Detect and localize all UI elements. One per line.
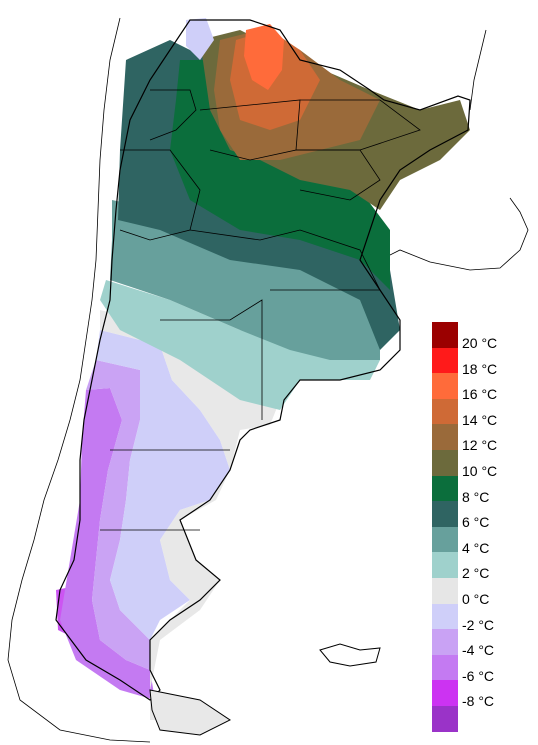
legend-label: 12 °C	[462, 437, 498, 454]
legend-row: 8 °C	[432, 475, 538, 505]
argentina-outline	[55, 19, 471, 701]
legend-row: -8 °C	[432, 680, 538, 710]
legend-swatch	[432, 526, 458, 553]
legend-swatch	[432, 424, 458, 450]
zone-2	[100, 310, 280, 720]
legend-row: 6 °C	[432, 501, 538, 531]
zone-18	[244, 24, 284, 90]
legend-label: -6 °C	[462, 667, 495, 684]
legend-swatch	[432, 322, 458, 348]
legend-label: 0 °C	[462, 591, 490, 607]
legend-swatch	[432, 373, 458, 399]
zone-minus4	[60, 388, 155, 700]
legend-row: 20 °C	[432, 322, 538, 351]
legend-swatch	[432, 398, 458, 425]
legend-swatch	[432, 603, 458, 630]
zone-6	[110, 200, 380, 360]
legend-label: 10 °C	[462, 463, 498, 479]
legend-swatch	[432, 629, 458, 655]
legend-swatch	[432, 654, 458, 681]
legend-row: 12 °C	[432, 424, 538, 454]
malvinas-islands	[319, 643, 381, 667]
legend-label: 6 °C	[462, 514, 490, 531]
uruguay-outline	[379, 197, 529, 271]
legend-label: -2 °C	[462, 616, 495, 633]
legend-label: 8 °C	[462, 488, 490, 505]
legend-row: -4 °C	[432, 629, 538, 659]
legend-row: 14 °C	[432, 398, 538, 428]
legend-row: -6 °C	[432, 654, 538, 684]
legend-row: -2 °C	[432, 603, 538, 633]
brazil-outline	[469, 29, 487, 111]
legend-label: -8 °C	[462, 693, 495, 710]
legend-label: 2 °C	[462, 565, 490, 582]
legend-row: 0 °C	[432, 578, 538, 607]
legend-label: 14 °C	[462, 411, 498, 428]
legend-row	[432, 706, 538, 732]
legend-label: 20 °C	[462, 335, 498, 351]
legend-swatch	[432, 501, 458, 527]
legend-label: 4 °C	[462, 539, 490, 556]
legend-label: 16 °C	[462, 386, 498, 403]
legend-swatch	[432, 552, 458, 578]
legend-row: 10 °C	[432, 450, 538, 479]
zone-4	[100, 280, 380, 410]
tierra-del-fuego	[149, 689, 231, 736]
legend-swatch	[432, 347, 458, 374]
zone-high-andes	[186, 18, 214, 60]
legend-label: -4 °C	[462, 642, 495, 659]
legend-row: 16 °C	[432, 373, 538, 403]
legend-label: 18 °C	[462, 360, 498, 377]
zone-0	[96, 330, 230, 640]
legend-row: 2 °C	[432, 552, 538, 582]
legend-swatch	[432, 578, 458, 604]
zone-minus2	[86, 360, 150, 670]
temperature-legend: 20 °C 18 °C 16 °C 14 °C 12 °C 10 °C 8 °C 6 °C 4 …	[432, 322, 538, 732]
legend-swatch	[432, 680, 458, 706]
chile-coastline	[7, 17, 151, 743]
legend-swatch	[432, 706, 458, 732]
legend-row: 18 °C	[432, 347, 538, 377]
legend-row: 4 °C	[432, 526, 538, 556]
legend-swatch	[432, 475, 458, 502]
legend-swatch	[432, 450, 458, 476]
province-borders	[100, 89, 421, 531]
